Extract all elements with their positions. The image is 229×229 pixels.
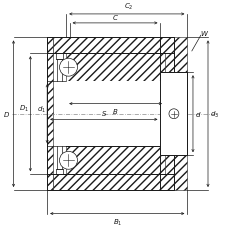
Bar (66, 54, 164, 82)
Circle shape (59, 59, 77, 77)
Text: $d$: $d$ (194, 110, 200, 119)
Text: $B$: $B$ (112, 107, 118, 116)
Bar (160, 38, 187, 73)
Bar (160, 155, 187, 190)
Text: $W$: $W$ (199, 29, 208, 38)
Text: $C_2$: $C_2$ (124, 2, 133, 12)
Bar (66, 147, 164, 174)
Bar (160, 73, 187, 155)
Bar (47, 38, 52, 190)
Text: $B_1$: $B_1$ (112, 217, 121, 227)
Bar (52, 174, 173, 190)
Text: $d_1$: $d_1$ (37, 105, 46, 115)
Text: $D_1$: $D_1$ (19, 104, 29, 114)
Text: $C$: $C$ (112, 13, 118, 22)
Text: $d_3$: $d_3$ (209, 109, 218, 119)
Bar (52, 38, 173, 54)
Bar (66, 82, 164, 147)
Circle shape (168, 109, 178, 119)
Text: $D$: $D$ (3, 110, 10, 119)
Text: $S$: $S$ (100, 108, 106, 117)
Circle shape (59, 152, 77, 169)
